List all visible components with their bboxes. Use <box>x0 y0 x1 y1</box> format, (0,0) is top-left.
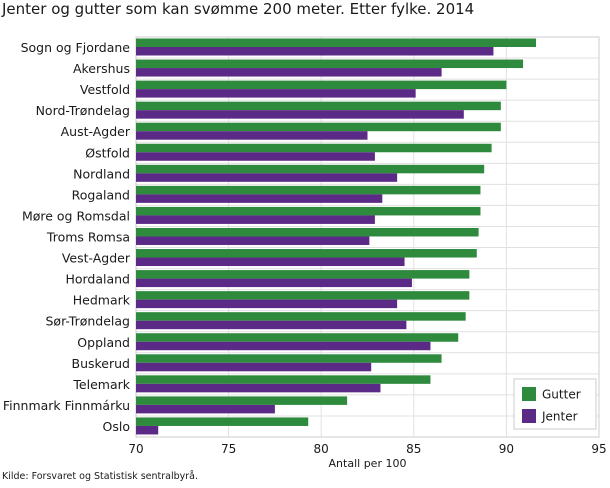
bar-jenter <box>136 257 405 267</box>
bar-jenter <box>136 278 412 288</box>
category-label: Vestfold <box>80 82 130 97</box>
bar-gutter <box>136 396 348 405</box>
category-label: Buskerud <box>72 356 131 371</box>
bar-gutter <box>136 143 492 153</box>
category-label: Troms Romsa <box>46 230 130 245</box>
x-tick-label: 80 <box>314 442 329 456</box>
category-label: Hordaland <box>65 272 130 287</box>
bar-gutter <box>136 333 459 342</box>
bar-jenter <box>136 68 442 77</box>
category-label: Oslo <box>103 419 130 434</box>
bar-gutter <box>136 122 501 132</box>
bar-jenter <box>136 173 398 182</box>
chart-title: Jenter og gutter som kan svømme 200 mete… <box>2 0 475 18</box>
bar-jenter <box>136 152 375 161</box>
legend-swatch-gutter <box>522 387 536 401</box>
category-label: Hedmark <box>73 293 131 308</box>
bar-jenter <box>136 110 464 119</box>
x-tick-label: 70 <box>128 442 143 456</box>
x-tick-label: 90 <box>499 442 514 456</box>
category-label: Møre og Romsdal <box>22 208 130 223</box>
category-label: Nord-Trøndelag <box>36 103 130 118</box>
category-label: Sør-Trøndelag <box>46 314 131 329</box>
grid-lines <box>135 36 600 438</box>
legend-label-gutter: Gutter <box>542 388 581 402</box>
bar-gutter <box>136 312 466 321</box>
bar-gutter <box>136 101 501 111</box>
bar-jenter <box>136 425 159 435</box>
category-label: Sogn og Fjordane <box>21 40 131 55</box>
x-tick-label: 75 <box>221 442 236 456</box>
category-label: Finnmark Finnmárku <box>3 398 130 413</box>
legend-label-jenter: Jenter <box>541 410 578 424</box>
bar-jenter <box>136 383 381 393</box>
bar-jenter <box>136 404 275 414</box>
bars <box>136 38 537 435</box>
x-axis-title: Antall per 100 <box>329 457 407 470</box>
bar-jenter <box>136 47 494 56</box>
bar-jenter <box>136 236 370 245</box>
category-label: Aust-Agder <box>61 124 131 139</box>
category-label: Akershus <box>73 61 130 76</box>
source-note: Kilde: Forsvaret og Statistisk sentralby… <box>2 471 199 482</box>
bar-jenter <box>136 131 368 140</box>
category-label: Telemark <box>72 377 130 392</box>
bar-jenter <box>136 89 416 98</box>
category-label: Nordland <box>73 166 130 181</box>
bar-gutter <box>136 227 479 237</box>
bar-gutter <box>136 164 485 174</box>
category-label: Vest-Agder <box>62 251 131 266</box>
bar-gutter <box>136 59 524 69</box>
bar-jenter <box>136 341 431 351</box>
x-tick-label: 95 <box>591 442 606 456</box>
x-tick-labels: 70 75 80 85 90 95 <box>128 442 606 456</box>
category-labels: Sogn og Fjordane Akershus Vestfold Nord-Trø… <box>3 40 131 434</box>
bar-gutter <box>136 375 431 384</box>
bar-jenter <box>136 194 383 203</box>
legend: Gutter Jenter <box>513 378 597 430</box>
bar-jenter <box>136 320 407 330</box>
category-label: Oppland <box>77 335 130 350</box>
bar-gutter <box>136 80 507 90</box>
x-tick-label: 85 <box>406 442 421 456</box>
bar-gutter <box>136 249 477 258</box>
bar-gutter <box>136 417 309 426</box>
bar-jenter <box>136 362 372 372</box>
category-label: Rogaland <box>72 187 130 202</box>
bar-gutter <box>136 291 470 300</box>
bar-gutter <box>136 206 481 216</box>
bar-jenter <box>136 215 375 224</box>
legend-swatch-jenter <box>522 409 536 423</box>
bar-gutter <box>136 38 537 47</box>
bar-jenter <box>136 299 398 309</box>
bar-gutter <box>136 354 442 363</box>
category-label: Østfold <box>85 145 130 160</box>
bar-gutter <box>136 185 481 195</box>
bar-gutter <box>136 270 470 279</box>
